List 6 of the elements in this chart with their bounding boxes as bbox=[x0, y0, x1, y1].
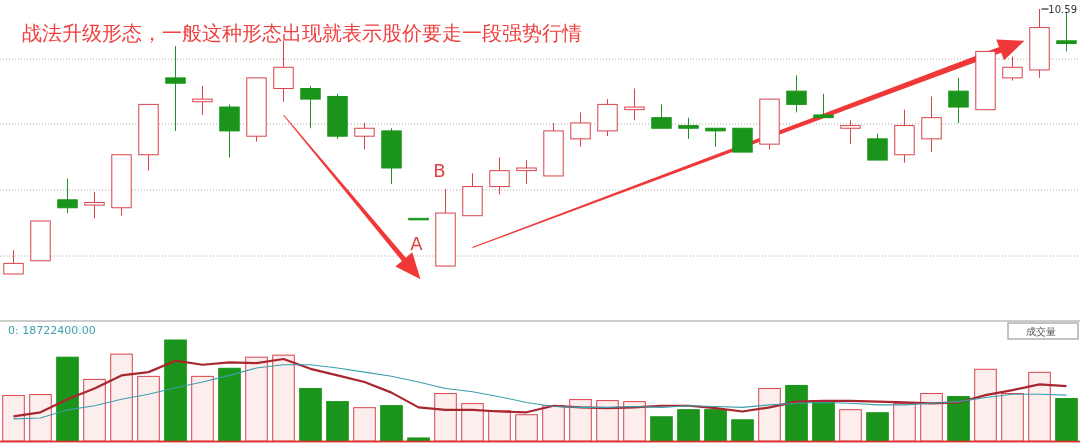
title: 战法升级形态，一般这种形态出现就表示股价要走一段强势行情 bbox=[22, 21, 582, 45]
text: 成交量 bbox=[1026, 326, 1056, 337]
annotation: A bbox=[410, 233, 424, 255]
text: 0: 18722400.00 bbox=[8, 324, 96, 337]
annotation: B bbox=[433, 160, 446, 182]
annotation: 10.59 bbox=[1048, 4, 1077, 15]
